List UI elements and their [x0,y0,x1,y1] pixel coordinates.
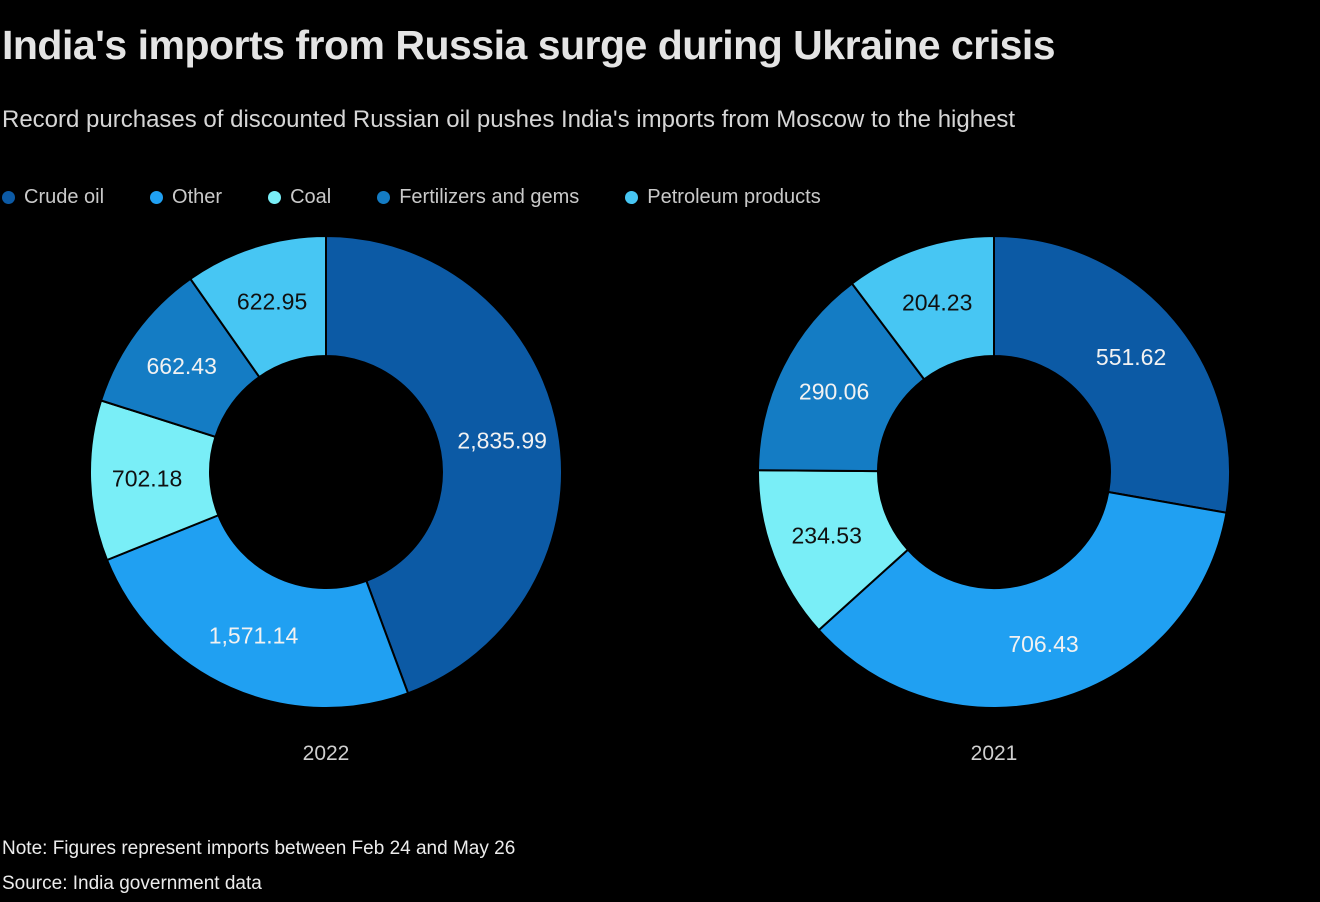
year-label-2021: 2021 [970,742,1018,765]
source-text: Source: India government data [2,873,262,894]
slice-value-label-other-2021: 706.43 [1008,631,1078,657]
legend-item-label: Coal [290,186,332,208]
slice-fertilizers-and-gems-2021 [757,282,926,473]
donut-chart-2021: 551.62 706.43 234.53 290.06 204.23 [757,234,1231,709]
legend-swatch-icon [625,191,639,204]
legend: Crude oil Other Coal Fertilizers and gems Pe… [2,186,821,209]
slice-value-label-coal-2022: 702.18 [112,466,182,492]
legend-item-coal: Coal [268,186,331,209]
slice-crude-oil-2022 [325,234,563,695]
legend-swatch-icon [150,191,164,204]
legend-item-label: Other [172,186,223,208]
legend-item-fertilizers-and-gems: Fertilizers and gems [377,186,579,209]
slice-petroleum-products-2022 [189,234,327,379]
page-title: India's imports from Russia surge during… [2,22,1056,68]
slice-value-label-crude-oil-2021: 551.62 [1096,344,1166,370]
legend-item-label: Petroleum products [647,186,821,208]
slice-petroleum-products-2021 [850,234,995,381]
legend-item-petroleum-products: Petroleum products [625,186,821,209]
slice-value-label-fertilizers-and-gems-2021: 290.06 [799,379,869,405]
slice-value-label-petroleum-products-2021: 204.23 [902,289,972,315]
legend-item-crude-oil: Crude oil [2,186,104,209]
legend-item-label: Fertilizers and gems [399,186,580,208]
slice-value-label-coal-2021: 234.53 [792,523,862,549]
slice-other-2022 [105,513,410,709]
legend-swatch-icon [377,191,391,204]
note-text: Note: Figures represent imports between … [2,838,516,859]
year-label-2022: 2022 [302,742,350,765]
slice-other-2021 [817,490,1228,709]
legend-swatch-icon [268,191,282,204]
legend-item-label: Crude oil [24,186,105,208]
slice-value-label-other-2022: 1,571.14 [209,623,299,649]
slice-value-label-fertilizers-and-gems-2022: 662.43 [147,353,217,379]
legend-swatch-icon [2,191,15,204]
slice-crude-oil-2021 [993,234,1231,514]
slice-value-label-crude-oil-2022: 2,835.99 [457,427,547,453]
donut-chart-2022: 2,835.99 1,571.14 702.18 662.43 622.95 [89,234,563,709]
slice-value-label-petroleum-products-2022: 622.95 [237,288,307,314]
legend-item-other: Other [150,186,222,209]
page-subtitle: Record purchases of discounted Russian o… [2,106,1016,133]
